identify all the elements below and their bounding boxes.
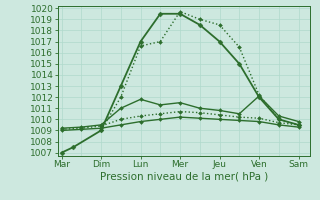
X-axis label: Pression niveau de la mer( hPa ): Pression niveau de la mer( hPa ) [100,172,268,182]
